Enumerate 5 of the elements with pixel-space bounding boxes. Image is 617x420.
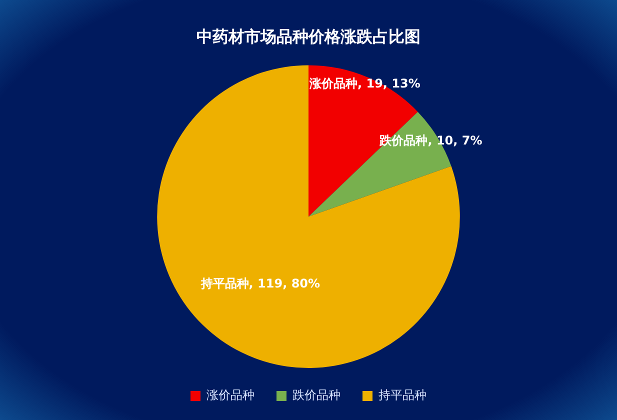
- legend-label: 涨价品种: [206, 388, 254, 402]
- legend-label: 持平品种: [378, 388, 426, 402]
- legend-label: 跌价品种: [292, 388, 340, 402]
- chart-title: 中药材市场品种价格涨跌占比图: [196, 26, 420, 46]
- data-label: 持平品种, 119, 80%: [200, 276, 320, 291]
